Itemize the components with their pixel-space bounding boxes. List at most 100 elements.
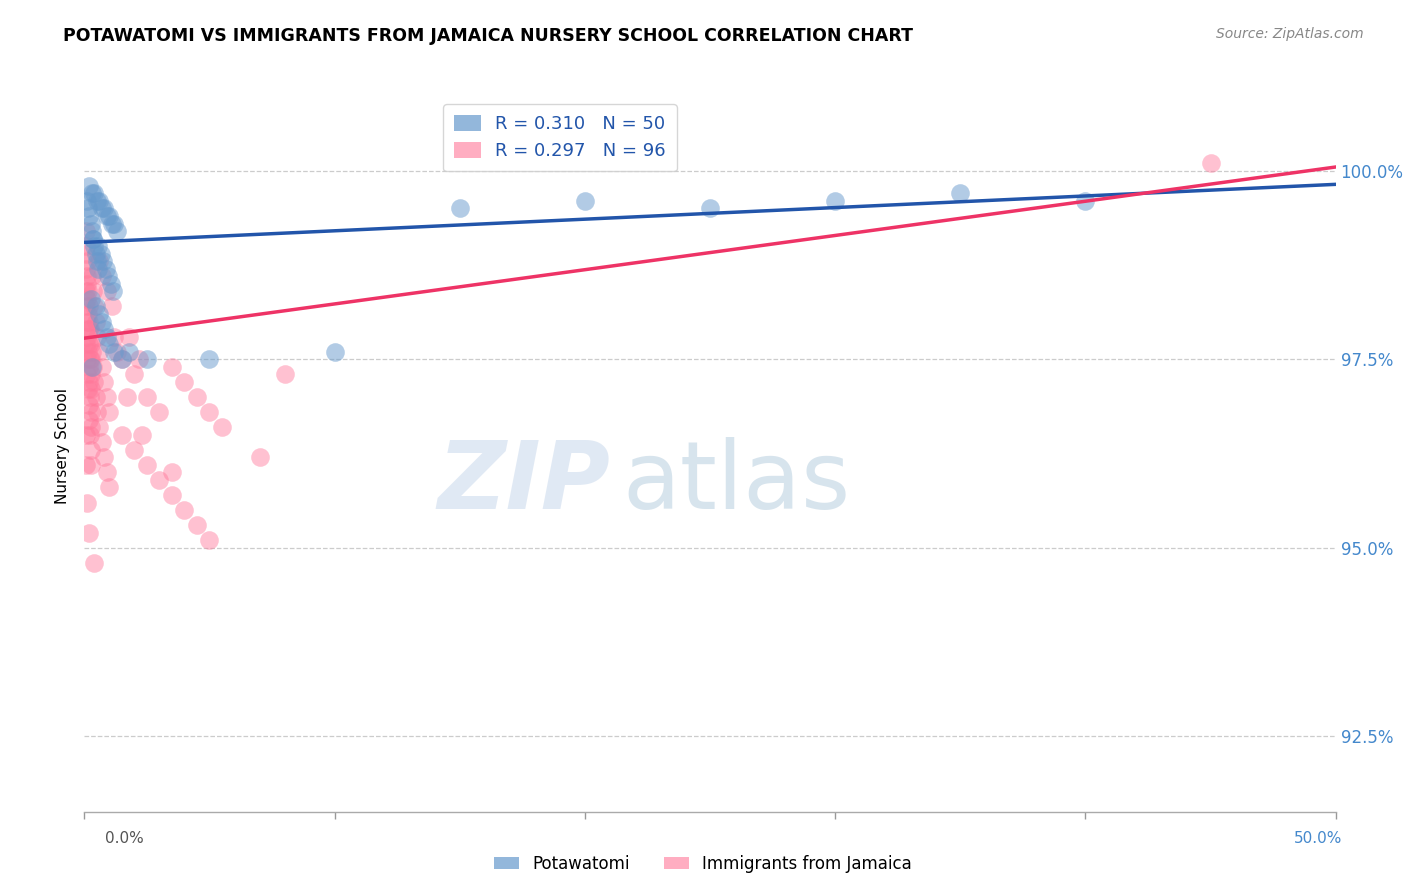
Point bbox=[80, 269, 103, 284]
Point bbox=[89, 420, 111, 434]
Point bbox=[90, 435, 112, 450]
Point bbox=[160, 359, 183, 374]
Point bbox=[699, 202, 721, 216]
Point bbox=[449, 202, 471, 216]
Point bbox=[76, 292, 98, 306]
Point bbox=[82, 232, 104, 246]
Point bbox=[79, 178, 101, 193]
Point bbox=[77, 202, 100, 216]
Point bbox=[1074, 194, 1097, 208]
Point bbox=[949, 186, 972, 201]
Point bbox=[160, 488, 183, 502]
Point bbox=[103, 329, 125, 343]
Point bbox=[101, 217, 124, 231]
Point bbox=[76, 368, 98, 382]
Point bbox=[93, 450, 115, 465]
Point bbox=[83, 239, 105, 253]
Point bbox=[128, 352, 150, 367]
Point bbox=[96, 209, 118, 223]
Point bbox=[98, 405, 121, 419]
Point bbox=[124, 368, 146, 382]
Point bbox=[83, 300, 105, 314]
Point bbox=[211, 420, 233, 434]
Point bbox=[87, 239, 110, 253]
Point bbox=[86, 254, 108, 268]
Point bbox=[101, 285, 124, 299]
Point bbox=[148, 473, 170, 487]
Point bbox=[75, 239, 97, 253]
Point bbox=[75, 427, 97, 442]
Point bbox=[87, 261, 110, 276]
Text: ZIP: ZIP bbox=[437, 436, 610, 529]
Point bbox=[118, 329, 141, 343]
Point bbox=[160, 466, 183, 480]
Point bbox=[75, 337, 97, 351]
Point bbox=[79, 412, 101, 426]
Point bbox=[89, 307, 111, 321]
Point bbox=[75, 261, 97, 276]
Legend: R = 0.310   N = 50, R = 0.297   N = 96: R = 0.310 N = 50, R = 0.297 N = 96 bbox=[443, 104, 676, 171]
Point bbox=[111, 352, 134, 367]
Point bbox=[86, 405, 108, 419]
Point bbox=[93, 202, 115, 216]
Point bbox=[124, 442, 146, 457]
Point bbox=[77, 398, 100, 412]
Point bbox=[79, 322, 101, 336]
Point bbox=[79, 442, 101, 457]
Text: 50.0%: 50.0% bbox=[1295, 831, 1343, 846]
Point bbox=[103, 217, 125, 231]
Point bbox=[84, 246, 107, 260]
Point bbox=[96, 329, 118, 343]
Point bbox=[79, 337, 101, 351]
Point bbox=[80, 186, 103, 201]
Point bbox=[103, 344, 125, 359]
Point bbox=[80, 420, 103, 434]
Point bbox=[76, 495, 98, 509]
Point bbox=[80, 344, 103, 359]
Point bbox=[84, 300, 107, 314]
Point bbox=[77, 300, 100, 314]
Point bbox=[323, 344, 346, 359]
Point bbox=[83, 375, 105, 389]
Point bbox=[94, 261, 117, 276]
Point bbox=[101, 300, 124, 314]
Point bbox=[96, 390, 118, 404]
Point bbox=[82, 359, 104, 374]
Point bbox=[136, 458, 159, 472]
Point bbox=[76, 315, 98, 329]
Point bbox=[80, 224, 103, 238]
Point bbox=[91, 254, 114, 268]
Point bbox=[82, 232, 104, 246]
Point bbox=[148, 405, 170, 419]
Point bbox=[90, 315, 112, 329]
Point bbox=[75, 224, 97, 238]
Point bbox=[86, 329, 108, 343]
Point bbox=[249, 450, 271, 465]
Point bbox=[79, 292, 101, 306]
Point bbox=[77, 383, 100, 397]
Point bbox=[80, 359, 103, 374]
Point bbox=[173, 375, 195, 389]
Point bbox=[1199, 156, 1222, 170]
Point bbox=[83, 186, 105, 201]
Point bbox=[77, 359, 100, 374]
Point bbox=[77, 344, 100, 359]
Point bbox=[75, 300, 97, 314]
Point bbox=[79, 209, 101, 223]
Point bbox=[76, 329, 98, 343]
Point bbox=[77, 525, 100, 540]
Point bbox=[93, 322, 115, 336]
Y-axis label: Nursery School: Nursery School bbox=[55, 388, 70, 504]
Point bbox=[79, 375, 101, 389]
Point bbox=[574, 194, 596, 208]
Point bbox=[90, 202, 112, 216]
Point bbox=[89, 344, 111, 359]
Point bbox=[79, 390, 101, 404]
Text: atlas: atlas bbox=[623, 436, 851, 529]
Point bbox=[105, 224, 128, 238]
Text: POTAWATOMI VS IMMIGRANTS FROM JAMAICA NURSERY SCHOOL CORRELATION CHART: POTAWATOMI VS IMMIGRANTS FROM JAMAICA NU… bbox=[63, 27, 914, 45]
Point bbox=[77, 285, 100, 299]
Point bbox=[77, 322, 100, 336]
Point bbox=[79, 337, 101, 351]
Point bbox=[75, 285, 97, 299]
